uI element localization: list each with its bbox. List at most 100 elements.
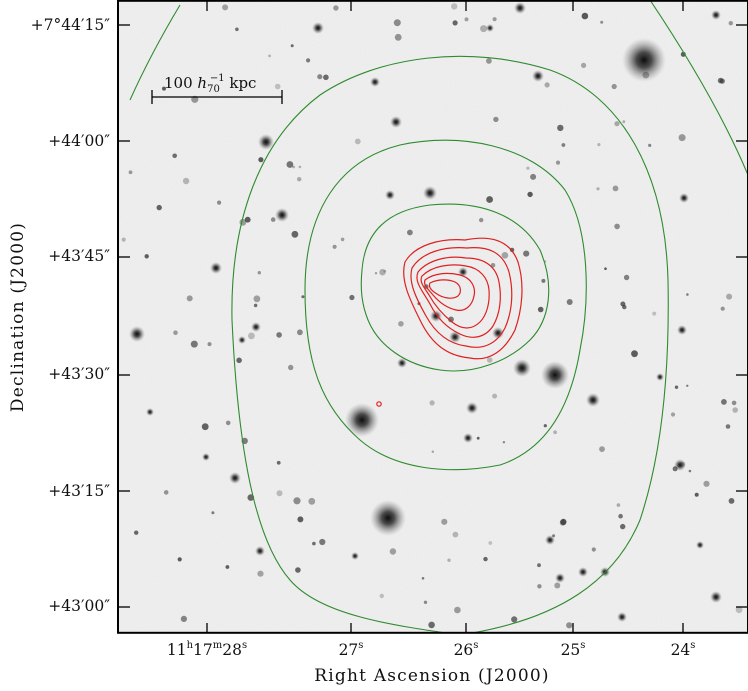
galaxy-source [210, 262, 222, 274]
galaxy-source [423, 186, 437, 200]
green-contour-outer-left [129, 4, 181, 101]
faint-source [398, 321, 404, 327]
faint-source [581, 12, 589, 20]
faint-source [295, 567, 301, 573]
faint-source [622, 304, 627, 310]
faint-source [731, 400, 737, 406]
faint-source [452, 531, 459, 538]
faint-source [423, 600, 428, 604]
red-contour-5 [423, 272, 476, 311]
faint-source [486, 196, 493, 203]
x-tick-label-0: 11h17m28s [166, 640, 248, 659]
galaxy-source [146, 408, 154, 416]
faint-source [620, 523, 626, 530]
faint-source [297, 329, 303, 336]
y-tick-label-3: +43′30″ [48, 365, 110, 383]
galaxy-source [385, 190, 395, 200]
faint-source [703, 480, 710, 487]
x-axis-title: Right Ascension (J2000) [314, 666, 550, 686]
faint-source [452, 20, 458, 26]
faint-source [225, 565, 230, 569]
faint-source [728, 21, 733, 26]
galaxy-source [202, 453, 210, 461]
galaxy-source [492, 327, 504, 339]
faint-source [308, 497, 316, 505]
faint-source [600, 20, 604, 24]
faint-source [274, 83, 281, 90]
faint-source [476, 436, 480, 440]
faint-source [486, 357, 493, 363]
galaxy-source [696, 541, 704, 549]
faint-source [447, 558, 451, 562]
galaxy-source [430, 310, 442, 322]
faint-source [502, 441, 506, 444]
faint-source [670, 412, 676, 417]
galaxy-source [555, 573, 565, 583]
faint-source [441, 518, 448, 525]
faint-source [162, 86, 166, 91]
faint-source [618, 513, 623, 519]
faint-source [557, 124, 564, 132]
faint-source [597, 143, 601, 147]
faint-source [694, 492, 699, 497]
faint-source [544, 82, 550, 88]
faint-source [393, 19, 401, 27]
faint-source [611, 83, 617, 90]
galaxy-source [486, 24, 494, 32]
faint-source [552, 534, 556, 538]
faint-source [672, 466, 678, 472]
faint-source [541, 278, 546, 283]
faint-source [561, 143, 566, 147]
faint-source [448, 316, 454, 323]
y-axis-title: Declination (J2000) [8, 221, 28, 413]
green-contour-2 [231, 55, 669, 633]
faint-source [431, 450, 434, 453]
faint-source [725, 424, 731, 429]
faint-source [721, 399, 727, 405]
galaxy-source [449, 331, 461, 343]
faint-source [622, 120, 626, 124]
faint-source [217, 200, 222, 205]
galaxy-source [545, 535, 555, 545]
faint-source [156, 204, 162, 211]
galaxy-source [238, 336, 246, 344]
galaxy-source [617, 612, 627, 622]
faint-source [121, 237, 126, 242]
faint-source [717, 77, 724, 84]
galaxy-source [351, 552, 359, 560]
faint-source [493, 116, 499, 123]
faint-source [451, 3, 458, 10]
faint-source [464, 17, 469, 22]
faint-source [144, 254, 149, 259]
faint-source [236, 357, 242, 364]
red-contour-6 [428, 279, 461, 299]
x-tick-label-3: 25s [560, 640, 586, 659]
faint-source [349, 294, 355, 301]
galaxy-source [463, 433, 473, 443]
galaxy-source [578, 567, 588, 577]
galaxy-source [711, 10, 721, 20]
galaxy-source [656, 373, 664, 381]
faint-source [526, 166, 530, 170]
green-contour-3 [304, 139, 587, 471]
faint-source [257, 570, 264, 577]
faint-source [543, 424, 547, 428]
faint-source [599, 446, 605, 452]
faint-source [222, 4, 229, 11]
faint-source [492, 17, 497, 22]
faint-source [297, 516, 304, 523]
galaxy-source [370, 77, 380, 87]
faint-source [389, 548, 397, 555]
galaxy-source [622, 38, 666, 82]
faint-source [686, 293, 689, 296]
faint-source [244, 216, 251, 223]
faint-source [511, 616, 518, 623]
galaxy-source [514, 2, 526, 14]
faint-source [523, 250, 530, 257]
faint-source [332, 244, 337, 249]
faint-source [732, 407, 738, 413]
faint-source [374, 272, 378, 275]
faint-source [726, 293, 733, 300]
faint-source [379, 593, 384, 599]
faint-source [340, 237, 345, 242]
